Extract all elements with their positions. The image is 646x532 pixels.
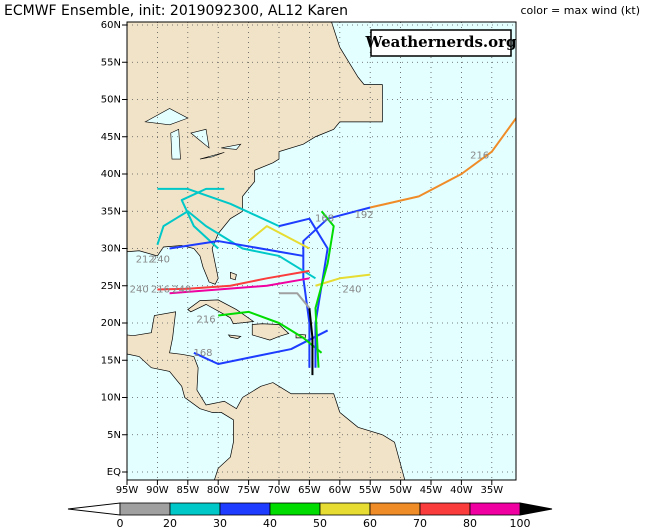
colorbar-label: 40 xyxy=(263,517,277,530)
landmass xyxy=(230,271,237,281)
watermark: Weathernerds.org xyxy=(364,33,517,51)
x-tick-label: 90W xyxy=(146,485,169,496)
track xyxy=(314,210,335,368)
colorbar-bin xyxy=(469,502,521,516)
title: ECMWF Ensemble, init: 2019092300, AL12 K… xyxy=(4,3,348,19)
colorbar-bin xyxy=(319,502,371,516)
hour-label: 240 xyxy=(151,255,170,266)
colorbar-over xyxy=(519,502,553,516)
x-tick-label: 95W xyxy=(116,485,139,496)
y-tick-label: EQ xyxy=(107,467,121,478)
y-tick-label: 55N xyxy=(101,57,121,68)
x-tick-label: 50W xyxy=(389,485,412,496)
colorbar-label: 70 xyxy=(413,517,427,530)
y-tick-label: 15N xyxy=(101,355,121,366)
colorbar-under xyxy=(67,502,121,516)
frame xyxy=(126,21,517,481)
lake xyxy=(144,108,189,126)
track xyxy=(157,269,310,291)
colorbar-bin xyxy=(369,502,421,516)
y-tick-label: 45N xyxy=(101,132,121,143)
lake xyxy=(190,128,210,149)
track xyxy=(156,210,317,280)
lake xyxy=(170,128,181,160)
lake xyxy=(221,143,242,150)
x-tick-label: 75W xyxy=(237,485,260,496)
track xyxy=(157,187,280,228)
colorbar: 0 20 30 40 50 60 70 80 100 xyxy=(67,502,553,530)
y-tick-label: 35N xyxy=(101,206,121,217)
track xyxy=(247,225,310,250)
track xyxy=(369,117,516,209)
colorbar-bin xyxy=(169,502,221,516)
y-tick-label: 50N xyxy=(101,95,121,106)
colorbar-bin xyxy=(119,502,171,516)
x-tick-label: 55W xyxy=(359,485,382,496)
hour-label: 216 xyxy=(151,284,170,295)
track xyxy=(279,292,311,309)
track xyxy=(315,273,371,287)
hour-label: 168 xyxy=(193,348,212,359)
y-tick-label: 40N xyxy=(101,169,121,180)
track xyxy=(278,217,329,368)
colorbar-label: 50 xyxy=(313,517,327,530)
x-tick-label: 65W xyxy=(298,485,321,496)
colorbar-bin xyxy=(269,502,321,516)
y-tick-label: 5N xyxy=(107,430,121,441)
colorbar-label: 80 xyxy=(463,517,477,530)
x-tick-label: 40W xyxy=(450,485,473,496)
y-tick-label: 20N xyxy=(101,318,121,329)
hour-label: 240 xyxy=(342,284,361,295)
lake xyxy=(199,152,225,160)
y-tick-label: 25N xyxy=(101,281,121,292)
hour-label: 240 xyxy=(130,284,149,295)
track xyxy=(169,277,310,295)
y-tick-label: 30N xyxy=(101,244,121,255)
landmass xyxy=(227,334,242,340)
hour-label: 216 xyxy=(196,314,215,325)
track xyxy=(169,240,304,257)
x-tick-label: 70W xyxy=(268,485,291,496)
hour-label: 192 xyxy=(355,210,374,221)
hour-label: 168 xyxy=(315,214,334,225)
track xyxy=(193,329,329,365)
y-tick-label: 10N xyxy=(101,393,121,404)
colorbar-bin xyxy=(419,502,471,516)
colorbar-label: 0 xyxy=(117,517,124,530)
x-tick-label: 60W xyxy=(328,485,351,496)
track xyxy=(180,187,225,250)
watermark-box xyxy=(370,29,512,57)
landmass xyxy=(187,299,255,325)
colorbar-bin xyxy=(219,502,271,516)
landmass xyxy=(251,323,290,341)
color-note: color = max wind (kt) xyxy=(520,4,640,17)
x-tick-label: 85W xyxy=(176,485,199,496)
x-tick-label: 35W xyxy=(480,485,503,496)
colorbar-label: 60 xyxy=(363,517,377,530)
track xyxy=(308,307,314,376)
hour-label: 212 xyxy=(136,255,155,266)
y-tick-label: 60N xyxy=(101,20,121,31)
track xyxy=(218,310,323,354)
colorbar-label: 30 xyxy=(213,517,227,530)
landmass xyxy=(127,311,406,480)
hour-label: 216 xyxy=(470,150,489,161)
track xyxy=(302,206,371,368)
x-tick-label: 80W xyxy=(207,485,230,496)
hour-label: 240 xyxy=(172,284,191,295)
x-tick-label: 45W xyxy=(420,485,443,496)
colorbar-label: 20 xyxy=(163,517,177,530)
colorbar-label: 100 xyxy=(510,517,531,530)
